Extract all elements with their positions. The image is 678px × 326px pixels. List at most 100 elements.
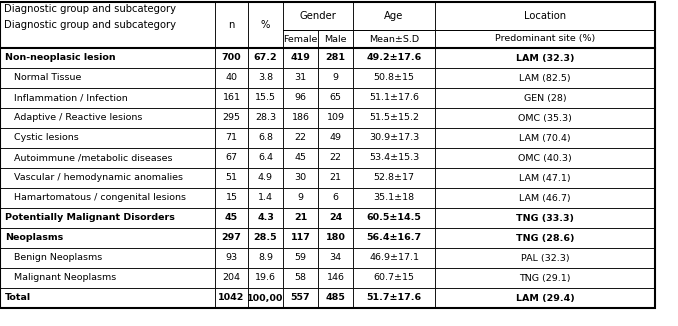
Bar (283, 2, 353, 30)
Text: Benign Neoplasms: Benign Neoplasms (5, 254, 102, 262)
Bar (283, 248, 318, 268)
Bar (318, 168, 353, 188)
Bar (248, 188, 283, 208)
Bar (215, 68, 248, 88)
Bar (318, 68, 353, 88)
Bar (318, 30, 353, 48)
Text: 419: 419 (291, 53, 311, 63)
Text: n: n (228, 20, 235, 30)
Bar (0, 228, 215, 248)
Bar (283, 128, 318, 148)
Bar (0, 268, 215, 288)
Bar (248, 208, 283, 228)
Text: Predominant site (%): Predominant site (%) (495, 35, 595, 43)
Text: OMC (35.3): OMC (35.3) (518, 113, 572, 123)
Bar (0, 128, 215, 148)
Text: 146: 146 (327, 274, 344, 283)
Bar (353, 248, 435, 268)
Bar (353, 288, 435, 308)
Bar (283, 168, 318, 188)
Bar (0, 188, 215, 208)
Text: 50.8±15: 50.8±15 (374, 73, 414, 82)
Text: 58: 58 (294, 274, 306, 283)
Bar (215, 168, 248, 188)
Bar (248, 288, 283, 308)
Text: Vascular / hemodynamic anomalies: Vascular / hemodynamic anomalies (5, 173, 183, 183)
Text: Age: Age (384, 11, 403, 21)
Text: Location: Location (524, 11, 566, 21)
Bar (248, 48, 283, 68)
Bar (353, 268, 435, 288)
Bar (318, 228, 353, 248)
Bar (283, 228, 318, 248)
Bar (318, 48, 353, 68)
Text: 34: 34 (330, 254, 342, 262)
Text: 21: 21 (330, 173, 342, 183)
Text: 6: 6 (332, 194, 338, 202)
Text: 22: 22 (330, 154, 342, 162)
Text: OMC (40.3): OMC (40.3) (518, 154, 572, 162)
Text: 485: 485 (325, 293, 345, 303)
Text: 45: 45 (225, 214, 238, 223)
Bar (318, 208, 353, 228)
Bar (353, 208, 435, 228)
Bar (215, 2, 248, 48)
Bar (283, 208, 318, 228)
Text: 19.6: 19.6 (255, 274, 276, 283)
Text: 3.8: 3.8 (258, 73, 273, 82)
Text: 30: 30 (294, 173, 306, 183)
Text: 9: 9 (332, 73, 338, 82)
Text: 186: 186 (292, 113, 309, 123)
Text: Diagnostic group and subcategory: Diagnostic group and subcategory (4, 20, 176, 30)
Text: Non-neoplasic lesion: Non-neoplasic lesion (5, 53, 116, 63)
Text: Potentially Malignant Disorders: Potentially Malignant Disorders (5, 214, 175, 223)
Text: 51: 51 (226, 173, 237, 183)
Text: 45: 45 (294, 154, 306, 162)
Text: 180: 180 (325, 233, 345, 243)
Text: GEN (28): GEN (28) (523, 94, 566, 102)
Bar (318, 248, 353, 268)
Bar (0, 208, 215, 228)
Bar (248, 108, 283, 128)
Text: 67: 67 (226, 154, 237, 162)
Text: 56.4±16.7: 56.4±16.7 (366, 233, 422, 243)
Text: 51.7±17.6: 51.7±17.6 (366, 293, 422, 303)
Text: 22: 22 (294, 134, 306, 142)
Bar (283, 288, 318, 308)
Text: PAL (32.3): PAL (32.3) (521, 254, 570, 262)
Bar (435, 88, 655, 108)
Bar (283, 268, 318, 288)
Bar (283, 108, 318, 128)
Text: LAM (70.4): LAM (70.4) (519, 134, 571, 142)
Bar (435, 128, 655, 148)
Text: 49.2±17.6: 49.2±17.6 (366, 53, 422, 63)
Text: Gender: Gender (300, 11, 336, 21)
Bar (283, 68, 318, 88)
Bar (215, 48, 248, 68)
Text: Total: Total (5, 293, 31, 303)
Text: 40: 40 (226, 73, 237, 82)
Bar (318, 108, 353, 128)
Bar (353, 48, 435, 68)
Bar (0, 88, 215, 108)
Bar (215, 208, 248, 228)
Text: 204: 204 (222, 274, 241, 283)
Text: 60.7±15: 60.7±15 (374, 274, 414, 283)
Text: Female: Female (283, 35, 318, 43)
Bar (248, 268, 283, 288)
Bar (435, 248, 655, 268)
Bar (215, 128, 248, 148)
Bar (435, 148, 655, 168)
Bar (0, 68, 215, 88)
Text: 6.8: 6.8 (258, 134, 273, 142)
Text: 100,00: 100,00 (247, 293, 283, 303)
Bar (353, 108, 435, 128)
Text: 31: 31 (294, 73, 306, 82)
Bar (0, 248, 215, 268)
Bar (248, 128, 283, 148)
Text: 1042: 1042 (218, 293, 245, 303)
Bar (0, 168, 215, 188)
Text: TNG (33.3): TNG (33.3) (516, 214, 574, 223)
Bar (248, 148, 283, 168)
Bar (318, 268, 353, 288)
